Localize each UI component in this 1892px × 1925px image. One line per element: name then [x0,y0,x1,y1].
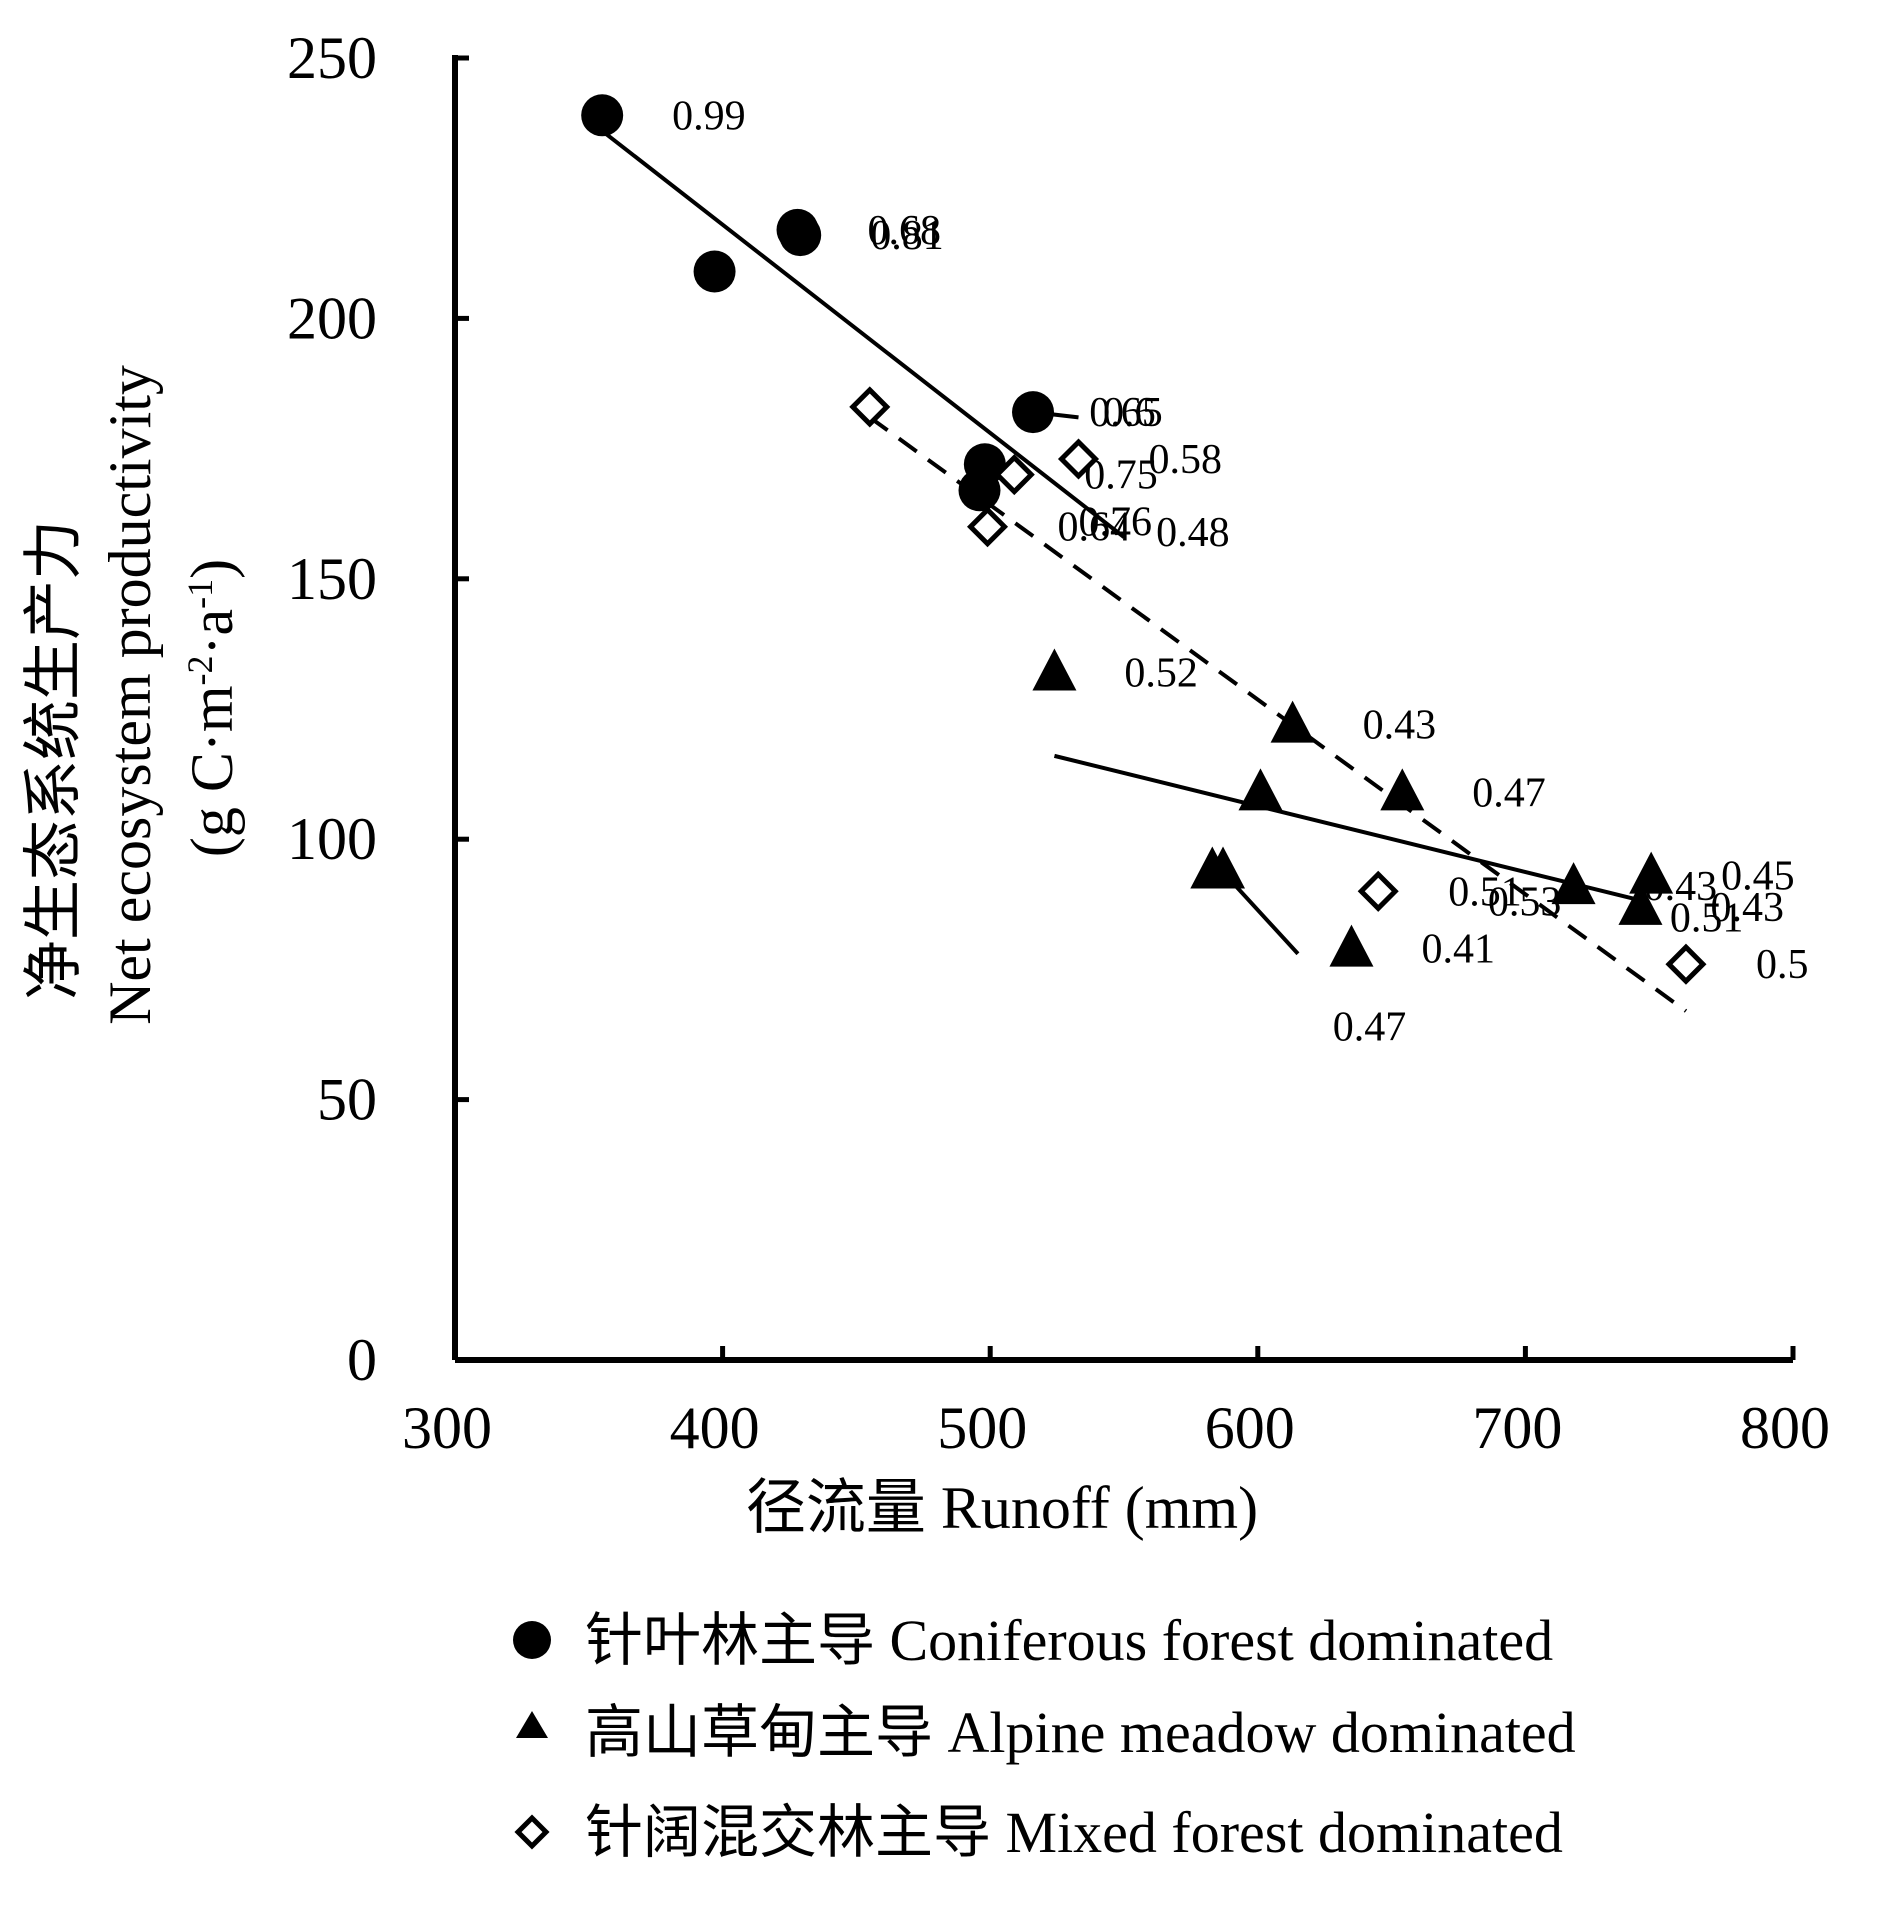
data-label: 0.51 [1448,869,1522,915]
data-label: 0.43 [1710,885,1784,931]
data-label: 0.43 [1644,864,1718,910]
y-axis-unit-suffix: ) [179,559,245,579]
y-axis-title-line3: (g C·m-2·a-1) [179,559,245,857]
alpine-point [1629,851,1674,894]
x-tick-label: 500 [937,1395,1027,1461]
trend-lines [600,129,1688,1013]
y-tick-label: 100 [287,806,377,872]
axes: 300 400 500 600 700 800 0 50 100 150 200 250 [287,25,1830,1461]
data-label: 0.43 [1363,703,1437,749]
y-axis-unit-sup2: -1 [180,579,220,609]
data-label: 0.64 [1058,505,1132,551]
data-label: 0.53 [1488,880,1562,926]
data-points [581,94,1707,985]
alpine-point [1551,862,1596,905]
legend-marker-diamond [514,1814,550,1850]
trend-line [600,129,1126,539]
y-axis-unit-sup1: -2 [180,655,220,685]
alpine-point [1270,700,1315,743]
trend-segment [1229,879,1300,956]
mixed-point [966,506,1009,548]
x-tick-label: 600 [1205,1395,1295,1461]
y-tick-label: 200 [287,285,377,351]
x-tick-label: 400 [670,1395,760,1461]
mixed-point [993,454,1035,496]
legend-marker-circle [513,1621,551,1659]
x-tick-label: 800 [1740,1395,1830,1461]
legend-label-alpine: 高山草甸主导 Alpine meadow dominated [585,1700,1576,1765]
legend-item-alpine: 高山草甸主导 Alpine meadow dominated [516,1700,1576,1765]
coniferous-point [581,94,624,137]
y-axis-title-line2: Net ecosystem productivity [97,365,163,1025]
coniferous-point [779,214,822,257]
data-label: 0.47 [1333,1005,1407,1051]
legend: 针叶林主导 Coniferous forest dominated 高山草甸主导… [513,1608,1576,1865]
data-label: 0.41 [1421,927,1495,973]
x-axis-title: 径流量 Runoff (mm) [746,1475,1258,1541]
data-label: 0.75 [1084,453,1158,499]
data-label: 0.99 [672,93,746,139]
data-label: 0.6 [1103,390,1156,436]
trend-line [1053,753,1647,904]
alpine-point [1032,648,1077,691]
alpine-point [1201,846,1246,889]
alpine-point [1238,768,1283,811]
y-tick-label: 150 [287,546,377,612]
mixed-point [849,386,891,428]
x-tick-label: 300 [402,1395,492,1461]
data-label: 0.48 [1156,510,1230,556]
data-label: 0.47 [1472,770,1546,816]
mixed-point [1057,438,1100,480]
mixed-point [1665,943,1707,985]
legend-label-mixed: 针阔混交林主导 Mixed forest dominated [585,1800,1563,1865]
data-label: 0.58 [1149,437,1223,483]
y-axis-title-line1: 净生态系统生产力 [21,520,87,1000]
data-label: 0.68 [868,208,942,254]
legend-marker-triangle [516,1711,548,1738]
y-axis-unit-mid: ·a [179,609,245,656]
data-label: 0.52 [1124,651,1198,697]
coniferous-point [958,469,1001,512]
coniferous-point [1012,391,1055,434]
y-tick-label: 250 [287,25,377,91]
alpine-point [1380,768,1425,811]
trend-line [868,415,1688,1013]
mixed-point [1357,870,1399,912]
data-labels: 0.990.680.810.60.520.430.470.410.43 0.450… [672,93,1808,1050]
y-tick-label: 50 [317,1067,377,1133]
y-tick-label: 0 [347,1327,377,1393]
data-label: 0.5 [1756,942,1809,988]
y-axis-unit-prefix: (g C·m [179,685,245,857]
legend-item-mixed: 针阔混交林主导 Mixed forest dominated [514,1800,1563,1865]
coniferous-point [693,250,736,293]
data-label: 0.45 [1721,854,1795,900]
data-label: 0.51 [1670,895,1744,941]
x-tick-label: 700 [1472,1395,1562,1461]
alpine-point [1329,924,1374,967]
data-label: 0.76 [1079,500,1153,546]
alpine-point [1618,882,1663,925]
data-label: 0.65 [1089,390,1163,436]
data-label: 0.81 [870,213,944,259]
legend-item-coniferous: 针叶林主导 Coniferous forest dominated [513,1608,1553,1673]
legend-label-coniferous: 针叶林主导 Coniferous forest dominated [585,1608,1553,1673]
